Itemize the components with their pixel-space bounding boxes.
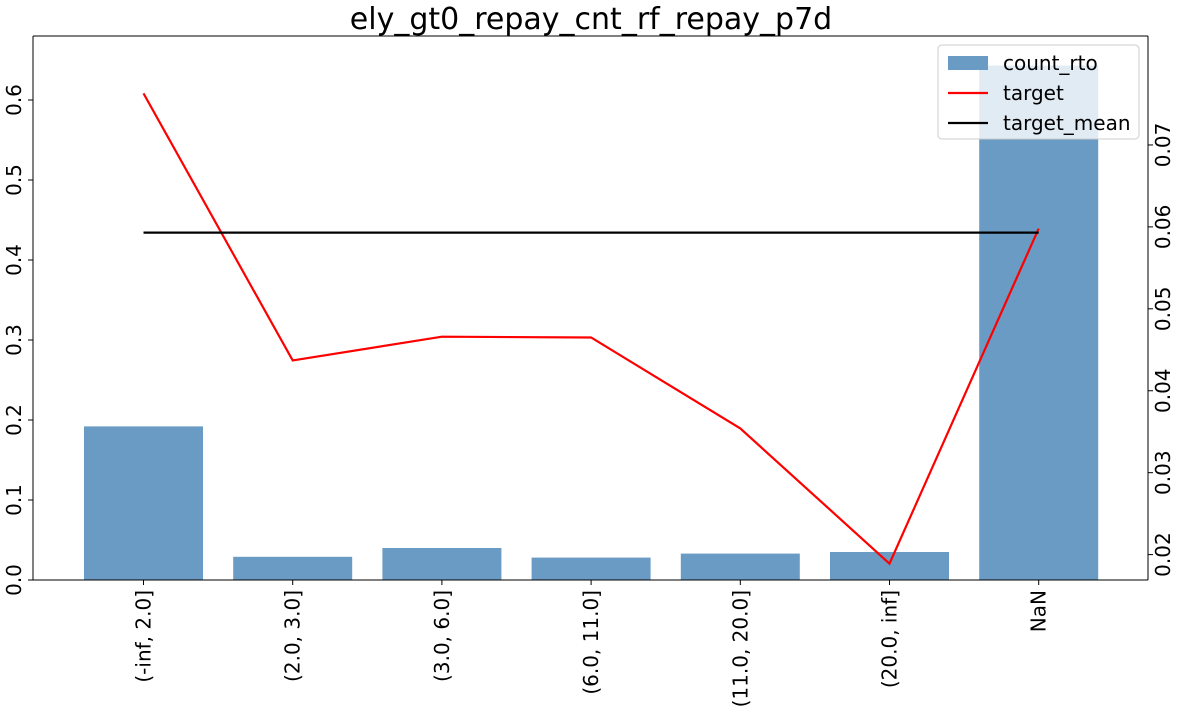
x-tick-label-4: (11.0, 20.0]: [728, 590, 752, 707]
x-tick-label-1: (2.0, 3.0]: [281, 590, 305, 682]
left-tick-label-4: 0.4: [2, 244, 26, 276]
bar-5: [830, 552, 949, 580]
bar-4: [680, 553, 800, 580]
bars-layer: [84, 65, 1099, 581]
right-tick-label-1: 0.03: [1151, 450, 1175, 495]
right-tick-label-4: 0.06: [1151, 205, 1175, 250]
x-tick-label-6: NaN: [1027, 590, 1051, 632]
left-tick-label-6: 0.6: [2, 84, 26, 116]
x-tick-label-2: (3.0, 6.0]: [430, 590, 454, 682]
x-tick-label-0: (-inf, 2.0]: [132, 590, 156, 683]
left-tick-label-3: 0.3: [2, 324, 26, 356]
bar-1: [233, 556, 353, 580]
bar-2: [382, 548, 502, 580]
line-target: [142, 92, 1040, 566]
right-tick-label-5: 0.07: [1151, 123, 1175, 168]
right-tick-label-3: 0.05: [1151, 287, 1175, 332]
left-tick-label-2: 0.2: [2, 404, 26, 436]
axes-layer: 0.0 0.1 0.2 0.3 0.4 0.5 0.6 0.02 0.03 0.04 0.05 0.0…: [2, 35, 1175, 707]
legend-label-0: count_rto: [1003, 51, 1098, 75]
legend-label-2: target_mean: [1003, 111, 1131, 135]
legend-box: [937, 44, 1140, 140]
chart-title: ely_gt0_repay_cnt_rf_repay_p7d: [349, 2, 833, 37]
legend-label-1: target: [1003, 81, 1064, 105]
lines-layer: [142, 92, 1040, 566]
x-tick-label-5: (20.0, inf]: [878, 590, 902, 688]
legend-swatch-0: [948, 56, 988, 70]
bar-3: [531, 557, 651, 580]
bar-6: [979, 65, 1099, 581]
left-tick-label-1: 0.1: [2, 484, 26, 516]
x-tick-label-3: (6.0, 11.0]: [579, 590, 603, 695]
bar-0: [84, 426, 203, 580]
left-tick-label-0: 0.0: [2, 564, 26, 596]
right-tick-label-0: 0.02: [1151, 532, 1175, 577]
right-tick-label-2: 0.04: [1151, 368, 1175, 413]
left-tick-label-5: 0.5: [2, 164, 26, 196]
